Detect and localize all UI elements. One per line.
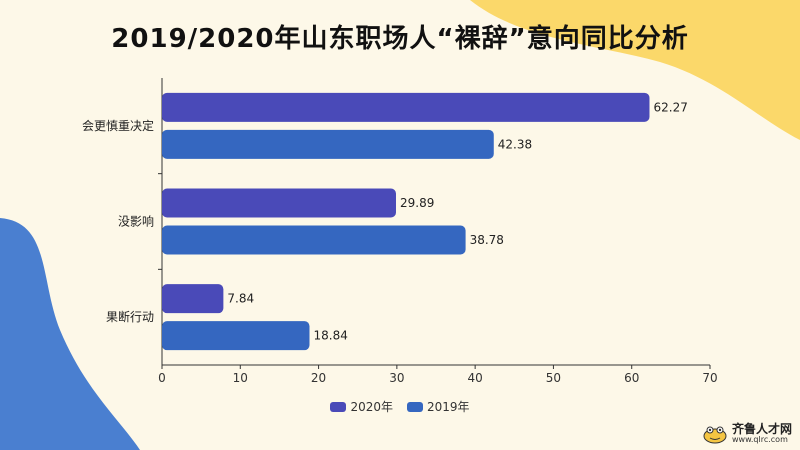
legend-swatch-2019 bbox=[407, 401, 423, 412]
bar-2020 bbox=[162, 284, 224, 314]
x-tick-label: 0 bbox=[158, 371, 166, 385]
category-label: 果断行动 bbox=[106, 309, 154, 324]
legend-label-2020: 2020年 bbox=[350, 400, 393, 414]
watermark-url: www.qlrc.com bbox=[731, 435, 788, 444]
legend-item-2020[interactable]: 2020年 bbox=[330, 398, 393, 415]
x-tick-label: 70 bbox=[702, 371, 717, 385]
bar-2019 bbox=[162, 321, 310, 351]
chart-title: 2019/2020年山东职场人“裸辞”意向同比分析 bbox=[111, 24, 689, 54]
data-label: 42.38 bbox=[498, 137, 532, 151]
bar-2020 bbox=[162, 188, 396, 218]
blue-blob-shape bbox=[0, 218, 140, 450]
data-label: 38.78 bbox=[470, 233, 504, 247]
legend-swatch-2020 bbox=[330, 401, 347, 412]
x-tick-label: 40 bbox=[468, 371, 483, 385]
x-tick-label: 20 bbox=[311, 371, 326, 385]
bar-2019 bbox=[162, 225, 466, 255]
data-label: 18.84 bbox=[313, 329, 347, 343]
data-label: 7.84 bbox=[227, 292, 254, 306]
frog-logo-icon bbox=[703, 426, 727, 443]
category-label: 会更慎重决定 bbox=[82, 118, 154, 133]
x-tick-label: 10 bbox=[233, 371, 248, 385]
legend-label-2019: 2019年 bbox=[427, 400, 470, 414]
bar-2020 bbox=[162, 92, 650, 122]
yellow-blob-shape bbox=[470, 0, 800, 140]
legend-item-2019[interactable]: 2019年 bbox=[407, 398, 470, 415]
category-label: 没影响 bbox=[118, 214, 154, 229]
site-watermark: 齐鲁人才网 www.qlrc.com bbox=[702, 423, 792, 444]
watermark-name: 齐鲁人才网 bbox=[731, 422, 792, 436]
x-tick-label: 50 bbox=[546, 371, 561, 385]
chart-legend: 2020年 2019年 bbox=[0, 398, 800, 415]
bar-2019 bbox=[162, 129, 494, 159]
data-label: 29.89 bbox=[400, 196, 434, 210]
x-tick-label: 60 bbox=[624, 371, 639, 385]
x-tick-label: 30 bbox=[389, 371, 404, 385]
data-label: 62.27 bbox=[653, 100, 687, 114]
